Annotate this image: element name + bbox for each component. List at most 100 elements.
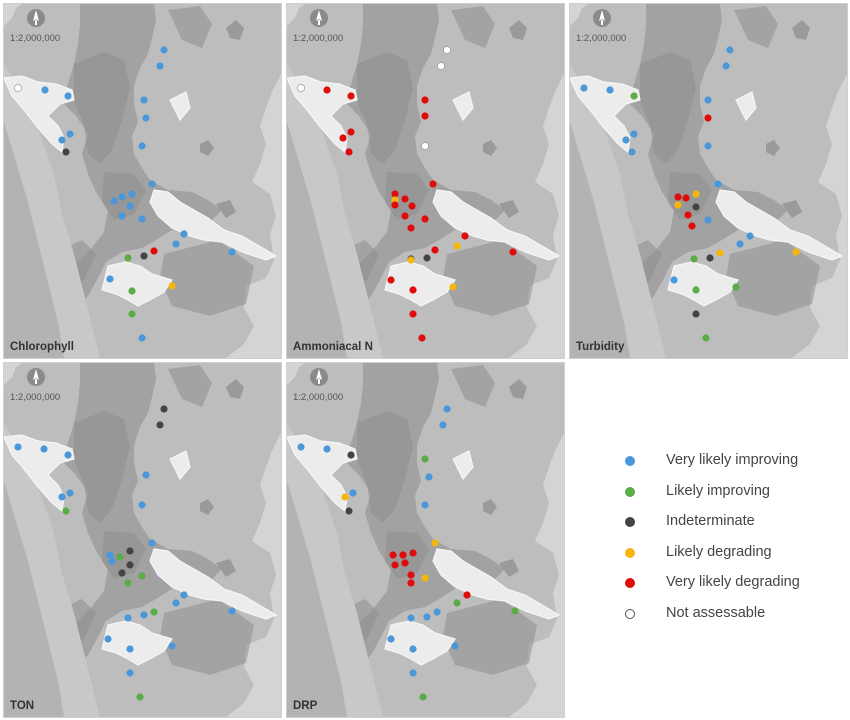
scale-label: 1:2,000,000 <box>10 392 60 403</box>
panel-label: TON <box>10 700 34 712</box>
site-marker-ind <box>156 421 164 429</box>
site-marker-vd <box>418 334 426 342</box>
site-marker-ind <box>140 252 148 260</box>
site-marker-vi <box>423 613 431 621</box>
panel-label: Chlorophyll <box>10 341 74 353</box>
site-marker-vi <box>106 551 114 559</box>
site-marker-li <box>732 283 740 291</box>
map-panel-ammoniacal-n: 1:2,000,000 Ammoniacal N <box>286 3 565 359</box>
site-marker-vi <box>439 421 447 429</box>
site-marker-vd <box>407 571 415 579</box>
deep-sea <box>4 122 64 358</box>
harbour-water <box>287 75 561 307</box>
site-marker-li <box>692 286 700 294</box>
site-marker-vi <box>323 445 331 453</box>
site-marker-vi <box>409 669 417 677</box>
site-marker-vd <box>391 201 399 209</box>
site-marker-vd <box>463 591 471 599</box>
site-marker-vi <box>104 635 112 643</box>
site-marker-vi <box>41 86 49 94</box>
site-marker-vd <box>150 247 158 255</box>
site-marker-vi <box>433 608 441 616</box>
site-marker-vi <box>704 216 712 224</box>
site-marker-na <box>14 84 22 92</box>
site-marker-vi <box>387 635 395 643</box>
site-marker-ld <box>421 574 429 582</box>
map-panel-chlorophyll: 1:2,000,000 Chlorophyll <box>3 3 282 359</box>
site-marker-vi <box>14 443 22 451</box>
map-canvas: 1:2,000,000 Chlorophyll <box>4 4 281 358</box>
site-marker-li <box>453 599 461 607</box>
site-marker-vi <box>736 240 744 248</box>
site-marker-vd <box>391 190 399 198</box>
site-marker-na <box>421 142 429 150</box>
site-marker-vd <box>345 148 353 156</box>
site-marker-vi <box>722 62 730 70</box>
legend-item-likely-improving: Likely improving <box>620 478 840 509</box>
terrain-shading <box>48 365 254 675</box>
scale-label: 1:2,000,000 <box>576 33 626 44</box>
site-marker-ld <box>168 282 176 290</box>
site-marker-vi <box>746 232 754 240</box>
site-marker-vi <box>138 501 146 509</box>
legend-item-not-assessable: Not assessable <box>620 600 840 631</box>
site-marker-ld <box>674 201 682 209</box>
site-marker-vd <box>401 212 409 220</box>
terrain-shading <box>331 365 537 675</box>
terrain-shading <box>331 6 537 316</box>
site-marker-vi <box>142 114 150 122</box>
site-marker-vi <box>172 599 180 607</box>
site-marker-li <box>62 507 70 515</box>
site-marker-vi <box>168 642 176 650</box>
site-marker-vd <box>399 551 407 559</box>
site-marker-li <box>136 693 144 701</box>
site-marker-vd <box>401 559 409 567</box>
site-marker-vd <box>347 92 355 100</box>
site-marker-vd <box>339 134 347 142</box>
site-marker-li <box>421 455 429 463</box>
site-marker-vi <box>140 96 148 104</box>
site-marker-ind <box>706 254 714 262</box>
site-marker-vi <box>409 645 417 653</box>
map-canvas: 1:2,000,000 TON <box>4 363 281 717</box>
legend-swatch <box>625 486 635 497</box>
site-marker-ind <box>692 203 700 211</box>
island <box>483 379 527 577</box>
north-arrow-icon <box>310 9 328 27</box>
site-marker-vi <box>148 539 156 547</box>
site-marker-ind <box>126 561 134 569</box>
north-arrow-icon <box>27 9 45 27</box>
site-marker-vi <box>670 276 678 284</box>
harbour-water <box>570 75 844 307</box>
site-marker-li <box>690 255 698 263</box>
site-marker-ld <box>692 190 700 198</box>
site-marker-vd <box>387 276 395 284</box>
harbour-water <box>287 434 561 666</box>
north-arrow-icon <box>27 368 45 386</box>
site-marker-vi <box>180 230 188 238</box>
site-marker-vd <box>421 112 429 120</box>
site-marker-vi <box>128 190 136 198</box>
site-marker-vi <box>156 62 164 70</box>
map-panel-drp: 1:2,000,000 DRP <box>286 362 565 718</box>
site-marker-li <box>419 693 427 701</box>
site-marker-ld <box>431 539 439 547</box>
site-marker-vi <box>118 193 126 201</box>
site-marker-ld <box>391 196 399 204</box>
site-marker-ind <box>160 405 168 413</box>
panel-label: Ammoniacal N <box>293 341 373 353</box>
deep-sea <box>4 481 64 717</box>
island <box>766 20 810 218</box>
site-marker-li <box>630 92 638 100</box>
terrain-shading <box>614 6 820 316</box>
deep-sea <box>570 122 630 358</box>
site-marker-vd <box>389 551 397 559</box>
site-marker-li <box>150 608 158 616</box>
site-marker-li <box>511 607 519 615</box>
site-marker-vi <box>425 473 433 481</box>
site-marker-ind <box>62 148 70 156</box>
site-marker-vi <box>138 142 146 150</box>
site-marker-vd <box>323 86 331 94</box>
site-marker-vd <box>421 215 429 223</box>
legend-label: Likely improving <box>666 482 770 499</box>
